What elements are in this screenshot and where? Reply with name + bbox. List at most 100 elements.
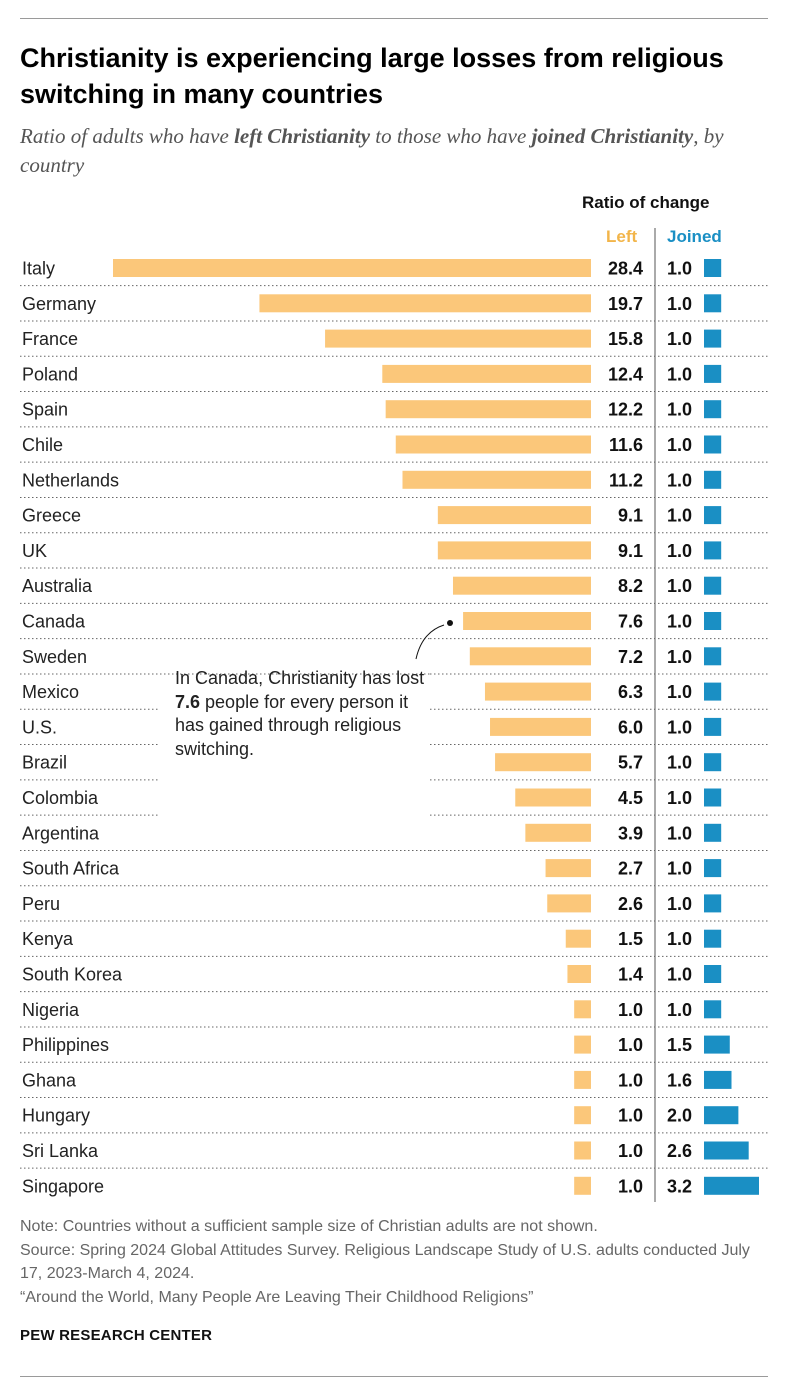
- left-value-label: 1.0: [618, 1035, 643, 1055]
- chart-row: South Africa 2.7 1.0: [20, 859, 768, 887]
- country-label: Netherlands: [22, 470, 119, 490]
- left-bar: [452, 576, 591, 595]
- country-label: Singapore: [22, 1176, 104, 1196]
- country-label: Italy: [22, 259, 55, 279]
- notes-block: Note: Countries without a sufficient sam…: [20, 1215, 768, 1309]
- left-value-label: 7.2: [618, 647, 643, 667]
- left-value-label: 1.0: [618, 1106, 643, 1126]
- country-label: Mexico: [22, 682, 79, 702]
- joined-value-label: 1.0: [667, 576, 692, 596]
- left-value-label: 5.7: [618, 753, 643, 773]
- joined-value-label: 1.5: [667, 1035, 692, 1055]
- left-bar: [565, 929, 591, 948]
- country-label: South Korea: [22, 965, 123, 985]
- joined-bar: [704, 259, 722, 277]
- joined-bar: [704, 612, 722, 630]
- left-bar: [395, 435, 591, 454]
- joined-bar: [704, 823, 722, 842]
- joined-value-label: 1.0: [667, 612, 692, 632]
- joined-bar: [704, 894, 722, 913]
- chart-row: Sri Lanka 1.0 2.6: [20, 1141, 768, 1169]
- left-bar: [515, 788, 591, 807]
- left-bar: [574, 1035, 591, 1054]
- joined-value-label: 1.0: [667, 470, 692, 490]
- joined-value-label: 2.6: [667, 1141, 692, 1161]
- chart-subtitle: Ratio of adults who have left Christiani…: [20, 122, 760, 180]
- chart-row: Greece 9.1 1.0: [20, 506, 768, 534]
- left-value-label: 1.0: [618, 1000, 643, 1020]
- note-text: Note: Countries without a sufficient sam…: [20, 1218, 598, 1235]
- country-label: Sri Lanka: [22, 1141, 99, 1161]
- joined-value-label: 1.0: [667, 965, 692, 985]
- country-label: Hungary: [22, 1106, 90, 1126]
- chart-row: Netherlands 11.2 1.0: [20, 470, 768, 498]
- left-bar: [113, 259, 591, 277]
- joined-bar: [704, 717, 722, 736]
- country-label: Germany: [22, 294, 96, 314]
- chart-row: Poland 12.4 1.0: [20, 364, 768, 393]
- joined-bar: [704, 859, 722, 878]
- joined-bar: [704, 929, 722, 948]
- joined-bar: [704, 682, 722, 701]
- left-bar: [437, 506, 591, 525]
- left-value-label: 15.8: [608, 329, 643, 349]
- chart-row: Brazil 5.7 1.0: [20, 753, 768, 781]
- joined-value-label: 1.0: [667, 929, 692, 949]
- joined-value-label: 1.0: [667, 294, 692, 314]
- chart-row: Canada 7.6 1.0: [20, 612, 768, 640]
- chart-row: Argentina 3.9 1.0: [20, 823, 768, 851]
- top-rule: [20, 18, 768, 19]
- joined-bar: [704, 647, 722, 666]
- joined-value-label: 1.0: [667, 506, 692, 526]
- joined-bar: [704, 400, 722, 419]
- joined-value-label: 3.2: [667, 1176, 692, 1196]
- chart-row: Nigeria 1.0 1.0: [20, 1000, 768, 1028]
- left-value-label: 6.0: [618, 717, 643, 737]
- subtitle-bold-left: left Christianity: [234, 124, 371, 148]
- left-value-label: 3.9: [618, 823, 643, 843]
- joined-bar: [704, 541, 722, 560]
- chart-row: Australia 8.2 1.0: [20, 576, 768, 604]
- left-bar: [259, 294, 591, 313]
- chart-row: France 15.8 1.0: [20, 329, 768, 357]
- left-value-label: 12.4: [608, 364, 643, 384]
- left-bar: [574, 1070, 591, 1089]
- joined-bar: [704, 1035, 730, 1054]
- joined-value-label: 1.0: [667, 400, 692, 420]
- chart-row: Peru 2.6 1.0: [20, 894, 768, 922]
- canada-annotation: In Canada, Christianity has lost 7.6 peo…: [175, 667, 435, 761]
- left-value-label: 1.0: [618, 1070, 643, 1090]
- country-label: Greece: [22, 506, 81, 526]
- left-column-header: Left: [606, 227, 638, 246]
- left-bar: [463, 612, 591, 630]
- joined-bar: [704, 470, 722, 489]
- left-value-label: 9.1: [618, 541, 643, 561]
- chart-row: Ghana 1.0 1.6: [20, 1070, 768, 1099]
- ratio-of-change-header: Ratio of change: [582, 193, 710, 212]
- joined-bar: [704, 329, 722, 348]
- annotation-text-pre: In Canada, Christianity has lost: [175, 668, 425, 688]
- country-label: Canada: [22, 612, 86, 632]
- joined-value-label: 1.0: [667, 541, 692, 561]
- left-value-label: 11.2: [609, 470, 643, 490]
- left-value-label: 4.5: [618, 788, 643, 808]
- joined-value-label: 1.0: [667, 788, 692, 808]
- left-bar: [574, 1000, 591, 1019]
- joined-bar: [704, 1070, 732, 1089]
- left-bar: [574, 1176, 591, 1195]
- country-label: Brazil: [22, 753, 67, 773]
- country-label: France: [22, 329, 78, 349]
- country-label: Chile: [22, 435, 63, 455]
- joined-value-label: 1.0: [667, 364, 692, 384]
- left-value-label: 8.2: [618, 576, 643, 596]
- left-bar: [382, 364, 591, 383]
- left-value-label: 2.6: [618, 894, 643, 914]
- country-label: Poland: [22, 364, 78, 384]
- left-bar: [567, 965, 591, 983]
- country-label: Ghana: [22, 1070, 77, 1090]
- left-bar: [525, 823, 591, 842]
- chart-row: Mexico 6.3 1.0: [20, 682, 768, 710]
- joined-bar: [704, 576, 722, 595]
- left-value-label: 19.7: [608, 294, 643, 314]
- source-text: Source: Spring 2024 Global Attitudes Sur…: [20, 1241, 750, 1283]
